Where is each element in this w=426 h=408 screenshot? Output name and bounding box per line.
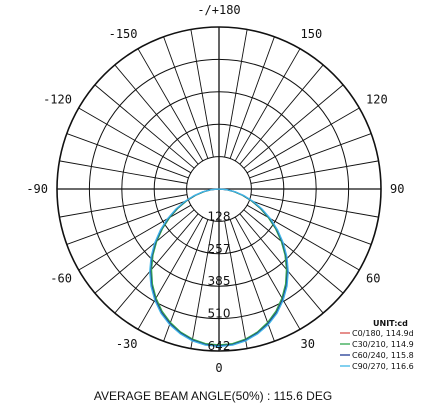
angle-label: -/+180	[197, 3, 240, 17]
grid-spoke	[250, 194, 379, 218]
grid-spoke	[229, 36, 275, 159]
grid-spoke	[229, 219, 275, 342]
beam-angle-footer: AVERAGE BEAM ANGLE(50%) : 115.6 DEG	[94, 389, 332, 403]
grid-spoke	[243, 209, 344, 294]
grid-spoke	[249, 199, 372, 245]
radial-label: 128	[208, 209, 231, 223]
angle-label: 0	[215, 361, 222, 375]
grid-spoke	[66, 133, 189, 179]
grid-spoke	[94, 84, 195, 169]
series-curve	[149, 188, 289, 348]
grid-spoke	[190, 29, 214, 158]
legend: UNIT:cd C0/180, 114.9d C30/210, 114.9 C60/…	[340, 319, 414, 371]
legend-entry: C90/270, 116.6	[352, 362, 414, 371]
grid-spoke	[59, 194, 188, 218]
radial-label: 385	[208, 274, 231, 288]
grid-spoke	[243, 84, 344, 169]
grid-spoke	[66, 199, 189, 245]
angle-labels: -/+180 150 120 90 60 30 0 -30 -60 -90 -120 -150	[26, 3, 404, 375]
grid-spoke	[163, 219, 209, 342]
angle-label: 120	[366, 93, 388, 107]
legend-entry: C60/240, 115.8	[352, 351, 414, 360]
radial-label: 510	[208, 307, 231, 321]
angle-label: 30	[301, 337, 315, 351]
grid-spoke	[250, 160, 379, 184]
grid-spoke	[163, 36, 209, 159]
grid-spoke	[239, 213, 324, 314]
legend-entry: C30/210, 114.9	[352, 340, 414, 349]
grid-spoke	[137, 48, 204, 162]
angle-label: -30	[116, 337, 138, 351]
polar-grid	[56, 26, 382, 352]
intensity-curves	[149, 188, 289, 348]
legend-unit-label: UNIT:cd	[373, 319, 408, 328]
radial-label: 642	[208, 339, 231, 353]
angle-label: -90	[26, 182, 48, 196]
grid-spoke	[246, 204, 360, 271]
grid-spoke	[190, 220, 214, 349]
grid-spoke	[239, 64, 324, 165]
radial-label: 257	[208, 242, 231, 256]
grid-spoke	[114, 64, 199, 165]
grid-spoke	[114, 213, 199, 314]
grid-spoke	[224, 29, 248, 158]
grid-spoke	[137, 216, 204, 330]
angle-label: -150	[109, 27, 138, 41]
angle-label: 90	[390, 182, 404, 196]
grid-spoke	[234, 216, 301, 330]
grid-spoke	[94, 209, 195, 294]
grid-spoke	[246, 107, 360, 174]
grid-spoke	[224, 220, 248, 349]
angle-label: -120	[43, 93, 72, 107]
legend-entry: C0/180, 114.9d	[352, 329, 414, 338]
grid-spoke	[78, 107, 192, 174]
angle-label: 60	[366, 272, 380, 286]
angle-label: -60	[50, 272, 72, 286]
grid-spoke	[249, 133, 372, 179]
grid-spoke	[59, 160, 188, 184]
grid-spoke	[78, 204, 192, 271]
grid-spoke	[234, 48, 301, 162]
radial-labels: 128 257 385 510 642	[208, 209, 231, 353]
angle-label: 150	[301, 27, 323, 41]
